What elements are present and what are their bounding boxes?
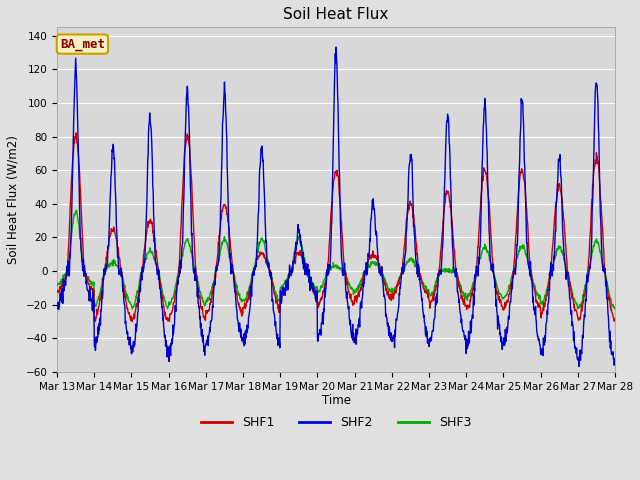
- Y-axis label: Soil Heat Flux (W/m2): Soil Heat Flux (W/m2): [7, 135, 20, 264]
- SHF3: [423, 288, 431, 294]
- SHF1: [53, 288, 61, 294]
- SHF3: [178, 253, 186, 259]
- SHF2: [545, 297, 552, 302]
- SHF1: [423, 291, 431, 297]
- SHF2: [164, 346, 172, 352]
- SHF1: [496, 300, 504, 305]
- Line: SHF2: SHF2: [57, 47, 614, 366]
- SHF2: [53, 302, 61, 308]
- SHF3: [611, 306, 618, 312]
- Line: SHF1: SHF1: [57, 133, 614, 322]
- SHF2: [575, 363, 583, 369]
- SHF3: [164, 304, 172, 310]
- SHF3: [496, 290, 504, 296]
- SHF3: [129, 306, 136, 312]
- SHF2: [611, 357, 618, 363]
- SHF1: [611, 318, 618, 324]
- SHF1: [178, 201, 186, 206]
- SHF2: [496, 322, 504, 327]
- SHF1: [241, 304, 248, 310]
- SHF3: [53, 281, 61, 287]
- Title: Soil Heat Flux: Soil Heat Flux: [284, 7, 388, 22]
- SHF3: [72, 207, 80, 213]
- SHF1: [545, 278, 553, 284]
- SHF3: [545, 276, 553, 282]
- SHF1: [164, 315, 172, 321]
- SHF2: [239, 340, 247, 346]
- SHF1: [72, 130, 80, 136]
- SHF2: [177, 265, 185, 271]
- Text: BA_met: BA_met: [60, 37, 105, 50]
- Legend: SHF1, SHF2, SHF3: SHF1, SHF2, SHF3: [196, 411, 477, 434]
- Line: SHF3: SHF3: [57, 210, 614, 309]
- SHF2: [332, 44, 340, 50]
- SHF3: [241, 298, 248, 303]
- SHF2: [423, 328, 431, 334]
- X-axis label: Time: Time: [321, 394, 351, 408]
- SHF1: [128, 319, 136, 324]
